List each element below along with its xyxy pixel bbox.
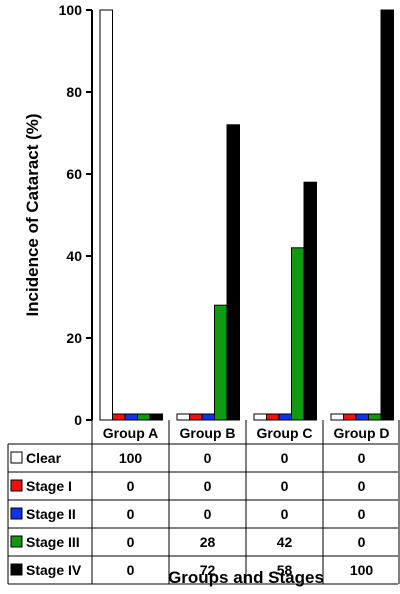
- legend-swatch-stage-iii: [10, 535, 23, 548]
- table-cell-1-3: 0: [358, 478, 366, 494]
- y-tick-label-60: 60: [66, 166, 82, 182]
- y-tick-label-80: 80: [66, 84, 82, 100]
- bar-group-c-stage-iv: [303, 181, 317, 421]
- bar-group-b-stage-ii: [201, 413, 215, 421]
- bar-group-d-stage-ii: [355, 413, 369, 421]
- bar-group-a-stage-i: [112, 413, 126, 421]
- table-cell-0-3: 0: [358, 450, 366, 466]
- legend-label-stage-i: Stage I: [26, 478, 72, 494]
- bar-group-c-clear: [253, 413, 267, 421]
- legend-label-stage-iv: Stage IV: [26, 562, 82, 578]
- table-cell-3-2: 42: [277, 534, 293, 550]
- legend-label-clear: Clear: [26, 450, 62, 466]
- table-cell-0-2: 0: [281, 450, 289, 466]
- y-axis-title: Incidence of Cataract (%): [23, 113, 42, 316]
- bar-group-b-stage-iii: [214, 304, 228, 421]
- table-cell-3-3: 0: [358, 534, 366, 550]
- bar-group-d-stage-iii: [368, 413, 382, 421]
- x-axis-title: Groups and Stages: [168, 568, 324, 587]
- legend-label-stage-ii: Stage II: [26, 506, 76, 522]
- y-tick-label-0: 0: [74, 412, 82, 428]
- table-cell-1-0: 0: [127, 478, 135, 494]
- table-cell-2-1: 0: [204, 506, 212, 522]
- bar-group-b-stage-i: [189, 413, 203, 421]
- bar-group-a-stage-iv: [149, 413, 163, 421]
- legend-label-stage-iii: Stage III: [26, 534, 80, 550]
- table-cell-3-1: 28: [200, 534, 216, 550]
- bar-group-d-stage-i: [343, 413, 357, 421]
- legend-swatch-stage-iv: [10, 563, 23, 576]
- bar-group-a-stage-ii: [124, 413, 138, 421]
- table-cell-0-0: 100: [119, 450, 143, 466]
- table-cell-1-1: 0: [204, 478, 212, 494]
- table-cell-3-0: 0: [127, 534, 135, 550]
- table-cell-4-0: 0: [127, 562, 135, 578]
- bar-group-a-clear: [99, 9, 113, 421]
- legend-swatch-stage-i: [10, 479, 23, 492]
- bar-group-d-clear: [330, 413, 344, 421]
- bar-group-c-stage-ii: [278, 413, 292, 421]
- table-header-group-c: Group C: [257, 425, 313, 441]
- table-cell-2-2: 0: [281, 506, 289, 522]
- table-cell-1-2: 0: [281, 478, 289, 494]
- bar-group-a-stage-iii: [137, 413, 151, 421]
- table-header-group-b: Group B: [180, 425, 236, 441]
- y-tick-label-100: 100: [59, 2, 83, 18]
- bar-group-c-stage-iii: [291, 247, 305, 421]
- table-cell-4-3: 100: [350, 562, 374, 578]
- y-tick-label-40: 40: [66, 248, 82, 264]
- table-cell-2-3: 0: [358, 506, 366, 522]
- bar-group-d-stage-iv: [380, 9, 394, 421]
- table-cell-4-2: 58: [277, 562, 293, 578]
- table-header-group-a: Group A: [103, 425, 158, 441]
- y-tick-label-20: 20: [66, 330, 82, 346]
- bar-group-c-stage-i: [266, 413, 280, 421]
- table-cell-4-1: 72: [200, 562, 216, 578]
- legend-swatch-stage-ii: [10, 507, 23, 520]
- bar-group-b-stage-iv: [226, 124, 240, 421]
- table-cell-2-0: 0: [127, 506, 135, 522]
- legend-swatch-clear: [10, 451, 23, 464]
- bar-group-b-clear: [176, 413, 190, 421]
- table-header-group-d: Group D: [334, 425, 390, 441]
- table-cell-0-1: 0: [204, 450, 212, 466]
